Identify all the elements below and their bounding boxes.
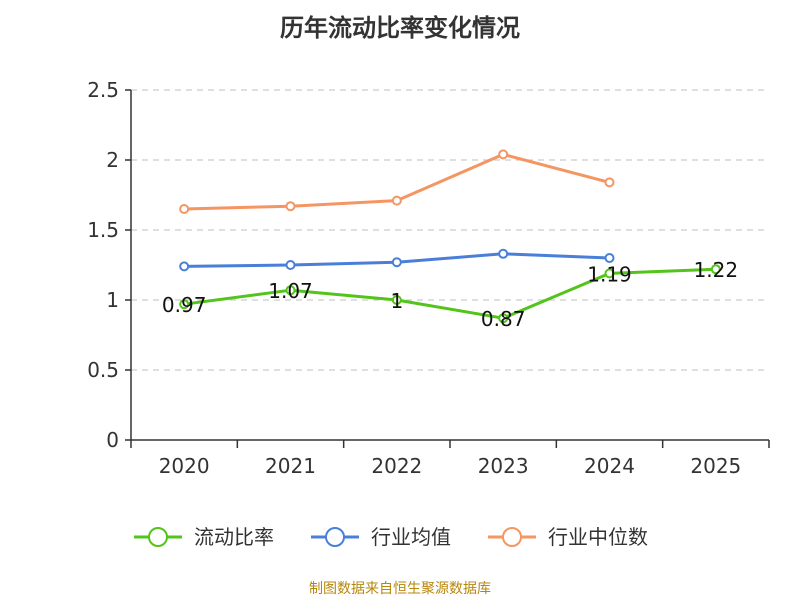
- data-label: 1.19: [587, 262, 632, 286]
- data-point: [498, 149, 509, 160]
- data-point: [391, 295, 402, 305]
- legend-label: 行业中位数: [548, 525, 648, 549]
- data-point: [179, 261, 190, 272]
- legend-label: 行业均值: [371, 525, 451, 549]
- data-label: 0.87: [481, 307, 526, 331]
- y-tick-label: 2.5: [87, 78, 119, 102]
- y-tick-label: 0.5: [87, 358, 119, 382]
- series-line: [183, 267, 716, 320]
- data-label: 0.97: [162, 293, 207, 317]
- y-tick-label: 2: [106, 148, 119, 172]
- legend-marker: [148, 527, 168, 547]
- x-tick-label: 2023: [478, 454, 529, 478]
- data-point: [498, 248, 509, 259]
- data-point: [498, 313, 509, 324]
- data-label: 1.22: [694, 258, 739, 282]
- data-point: [604, 253, 615, 263]
- data-point: [179, 299, 190, 310]
- x-tick-label: 2025: [690, 454, 741, 478]
- x-tick-label: 2021: [265, 454, 316, 478]
- data-point: [710, 264, 721, 275]
- y-tick-label: 0: [106, 428, 119, 452]
- data-label: 1.07: [268, 279, 313, 303]
- data-point: [285, 285, 296, 296]
- data-point: [391, 257, 402, 268]
- x-tick-label: 2022: [371, 454, 422, 478]
- chart-title: 历年流动比率变化情况: [280, 14, 520, 42]
- data-point: [604, 177, 615, 188]
- data-point: [604, 268, 615, 279]
- x-tick-label: 2024: [584, 454, 635, 478]
- y-tick-label: 1: [106, 288, 119, 312]
- data-source-note: 制图数据来自恒生聚源数据库: [309, 581, 491, 597]
- x-tick-label: 2020: [159, 454, 210, 478]
- data-point: [179, 204, 190, 214]
- data-point: [285, 201, 296, 212]
- data-label: 1: [390, 289, 403, 313]
- legend-label: 流动比率: [194, 525, 274, 549]
- data-point: [391, 195, 402, 206]
- y-tick-label: 1.5: [87, 218, 119, 242]
- legend-marker: [502, 527, 522, 547]
- data-point: [285, 260, 296, 270]
- legend-marker: [325, 527, 345, 547]
